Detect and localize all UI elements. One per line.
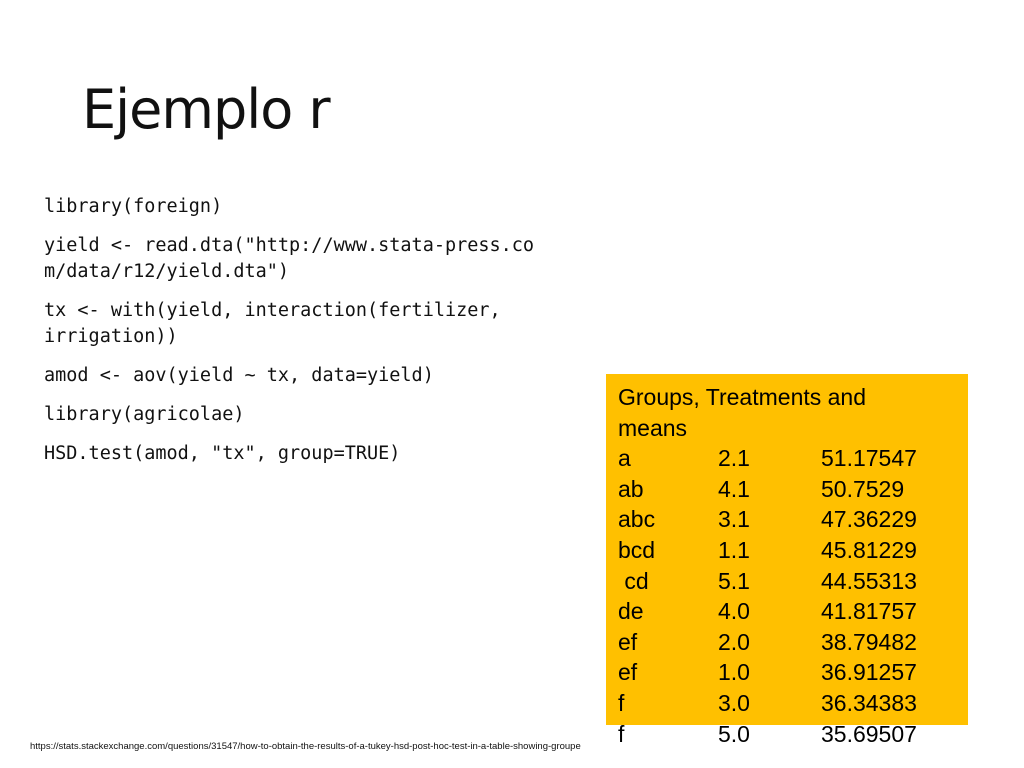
mean-cell: 35.69507: [821, 720, 917, 747]
results-row: de 4.0 41.81757: [618, 596, 941, 627]
results-row: ef 1.0 36.91257: [618, 657, 941, 688]
treatment-cell: 4.0: [718, 598, 750, 625]
treatment-cell: 1.1: [718, 536, 750, 563]
group-cell: abc: [618, 506, 656, 533]
treatment-cell: 1.0: [718, 659, 750, 686]
treatment-cell: 3.0: [718, 689, 750, 716]
group-cell: ef: [618, 659, 638, 686]
results-row: cd 5.1 44.55313: [618, 566, 941, 597]
group-cell: ef: [618, 628, 638, 655]
results-box: Groups, Treatments and means a 2.1 51.1754…: [606, 374, 968, 747]
results-heading: Groups, Treatments and means: [618, 384, 867, 441]
mean-cell: 38.79482: [821, 628, 917, 655]
code-line: library(foreign): [44, 196, 223, 217]
mean-cell: 36.91257: [821, 659, 917, 686]
group-cell: bcd: [618, 536, 656, 563]
treatment-cell: 3.1: [718, 506, 750, 533]
mean-cell: 44.55313: [821, 567, 917, 594]
group-cell: de: [618, 598, 644, 625]
code-line: tx <- with(yield, interaction(fertilizer…: [44, 300, 512, 347]
code-line: amod <- aov(yield ~ tx, data=yield): [44, 365, 434, 386]
group-cell: a: [618, 445, 631, 472]
source-url[interactable]: https://stats.stackexchange.com/question…: [30, 741, 581, 752]
treatment-cell: 2.0: [718, 628, 750, 655]
mean-cell: 36.34383: [821, 689, 917, 716]
results-row: bcd 1.1 45.81229: [618, 535, 941, 566]
treatment-cell: 2.1: [718, 445, 750, 472]
treatment-cell: 5.1: [718, 567, 750, 594]
treatment-cell: 4.1: [718, 475, 750, 502]
code-line: library(agricolae): [44, 404, 245, 425]
mean-cell: 41.81757: [821, 598, 917, 625]
results-row: ef 2.0 38.79482: [618, 627, 941, 658]
mean-cell: 47.36229: [821, 506, 917, 533]
slide-title: Ejemplo r: [82, 78, 331, 141]
treatment-cell: 5.0: [718, 720, 750, 747]
results-table: a 2.1 51.17547 ab 4.1 50.7529 abc 3.1 47.36229 bc…: [618, 443, 941, 749]
group-cell: cd: [618, 567, 649, 594]
code-line: HSD.test(amod, "tx", group=TRUE): [44, 443, 401, 464]
mean-cell: 50.7529: [821, 475, 905, 502]
results-row: abc 3.1 47.36229: [618, 504, 941, 535]
code-block: library(foreign) yield <- read.dta("http…: [44, 194, 604, 480]
results-row: ab 4.1 50.7529: [618, 474, 941, 505]
group-cell: f: [618, 720, 625, 747]
code-line: yield <- read.dta("http://www.stata-pres…: [44, 235, 535, 282]
mean-cell: 51.17547: [821, 445, 917, 472]
mean-cell: 45.81229: [821, 536, 917, 563]
results-row: f 5.0 35.69507: [618, 719, 941, 750]
results-content: Groups, Treatments and means a 2.1 51.1754…: [618, 382, 941, 749]
group-cell: f: [618, 689, 625, 716]
results-row: f 3.0 36.34383: [618, 688, 941, 719]
results-row: a 2.1 51.17547: [618, 443, 941, 474]
group-cell: ab: [618, 475, 644, 502]
